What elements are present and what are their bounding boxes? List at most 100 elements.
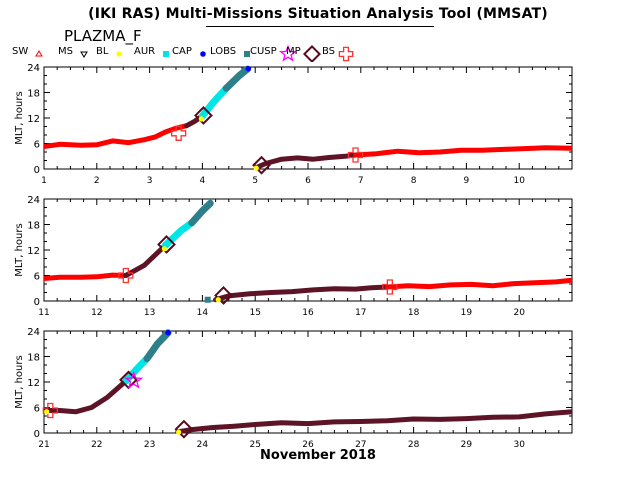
legend-item-cap: CAP: [172, 46, 192, 57]
x-tick-label: 23: [144, 440, 155, 450]
legend-item-sw: SW: [12, 46, 28, 57]
series-ms: [176, 409, 572, 435]
event-marker-mp: [174, 419, 194, 439]
legend-swatch-mp: [302, 44, 321, 62]
mission-name: PLAZMA_F: [64, 27, 142, 45]
x-tick-label: 7: [358, 176, 364, 186]
y-tick-label: 12: [27, 378, 40, 389]
legend-label: CAP: [172, 46, 192, 57]
bl-marker: [44, 409, 50, 415]
legend-label: SW: [12, 46, 29, 57]
legend-item-bs: BS: [322, 46, 335, 57]
y-tick-label: 18: [27, 89, 40, 100]
x-tick-label: 8: [411, 176, 417, 186]
x-tick-label: 20: [513, 308, 525, 318]
event-marker-bs: [42, 402, 58, 419]
y-axis-label: MLT, hours: [14, 355, 25, 408]
x-tick-label: 22: [91, 440, 102, 450]
mp-marker: [302, 44, 321, 62]
panel-3: 0 6 12 18 24 21 22 23 24 25 26 27 28 29 30 MLT, hours: [14, 327, 573, 450]
title-underline: [206, 26, 434, 27]
x-tick-label: 12: [91, 308, 102, 318]
event-marker-cap: [165, 329, 171, 336]
event-marker-mp: [214, 286, 233, 305]
legend-swatch-aur: [163, 51, 170, 57]
x-tick-label: 30: [513, 440, 525, 450]
x-tick-label: 24: [197, 440, 209, 450]
series-ms: [255, 152, 358, 170]
x-tick-label: 19: [461, 308, 473, 318]
legend-swatch-cap: [200, 51, 206, 57]
x-tick-label: 21: [38, 440, 49, 450]
series-sw: [44, 123, 190, 149]
x-tick-label: 5: [252, 176, 258, 186]
x-tick-label: 29: [461, 440, 473, 450]
series-lobs: [188, 199, 214, 227]
cap-marker: [165, 329, 171, 336]
y-tick-label: 6: [34, 140, 40, 151]
y-tick-label: 18: [27, 353, 40, 364]
bs-marker: [118, 267, 134, 284]
legend-swatch-bs: [338, 46, 354, 62]
x-axis-label: November 2018: [260, 448, 376, 463]
bl-marker: [253, 165, 259, 171]
legend-swatch-lobs: [244, 51, 251, 57]
event-marker-bs: [382, 279, 398, 295]
x-tick-label: 16: [302, 308, 314, 318]
series-sw: [44, 272, 129, 281]
x-tick-label: 26: [302, 440, 314, 450]
x-tick-label: 4: [200, 176, 206, 186]
y-tick-label: 24: [27, 63, 40, 74]
lobs-marker: [244, 51, 251, 57]
legend-swatch-cusp: [278, 44, 297, 62]
series-sw: [384, 277, 572, 290]
x-tick-label: 15: [249, 308, 260, 318]
event-marker-cap: [245, 65, 252, 72]
bl-marker: [198, 116, 204, 122]
y-tick-label: 6: [34, 404, 40, 415]
legend-item-aur: AUR: [134, 46, 155, 57]
event-marker-bl: [161, 246, 167, 252]
x-tick-label: 27: [355, 440, 366, 450]
y-tick-label: 12: [27, 114, 40, 125]
event-marker-mp: [194, 106, 213, 125]
x-tick-label: 3: [147, 176, 153, 186]
y-axis-label: MLT, hours: [14, 91, 25, 144]
x-tick-label: 14: [197, 308, 209, 318]
bs-marker: [42, 402, 58, 419]
event-marker-bl: [215, 297, 221, 303]
event-marker-bl: [253, 165, 259, 171]
event-marker-cusp: [124, 370, 144, 389]
bl-marker: [116, 51, 123, 57]
y-tick-label: 24: [27, 327, 40, 338]
x-tick-label: 28: [408, 440, 420, 450]
x-tick-label: 2: [94, 176, 100, 186]
legend-item-ms: MS: [58, 46, 73, 57]
legend-item-mp: MP: [286, 46, 301, 57]
sw-marker: [35, 50, 44, 57]
cap-marker: [245, 65, 252, 72]
event-marker-bs: [347, 147, 364, 163]
mp-marker: [252, 155, 271, 175]
legend-label: LOBS: [210, 46, 237, 57]
panel-2: 0 6 12 18 24 11 12 13 14 15 16 17 18 19 20 MLT, hours: [14, 195, 573, 318]
mp-marker: [157, 235, 176, 254]
page-title: (IKI RAS) Multi-Missions Situation Analy…: [88, 6, 548, 22]
series-ms: [213, 284, 390, 303]
legend-label: MS: [58, 46, 73, 57]
x-tick-label: 13: [144, 308, 155, 318]
x-tick-label: 10: [513, 176, 525, 186]
event-marker-bs: [170, 125, 187, 141]
bs-marker: [338, 46, 354, 62]
legend-item-bl: BL: [96, 46, 108, 57]
y-tick-label: 24: [27, 195, 40, 206]
series-ms: [44, 378, 129, 415]
bs-marker: [170, 125, 187, 141]
y-tick-label: 0: [34, 297, 40, 308]
event-marker-bl: [198, 116, 204, 122]
series-aur: [198, 84, 230, 120]
legend-swatch-ms: [80, 51, 88, 58]
y-tick-label: 6: [34, 272, 40, 283]
